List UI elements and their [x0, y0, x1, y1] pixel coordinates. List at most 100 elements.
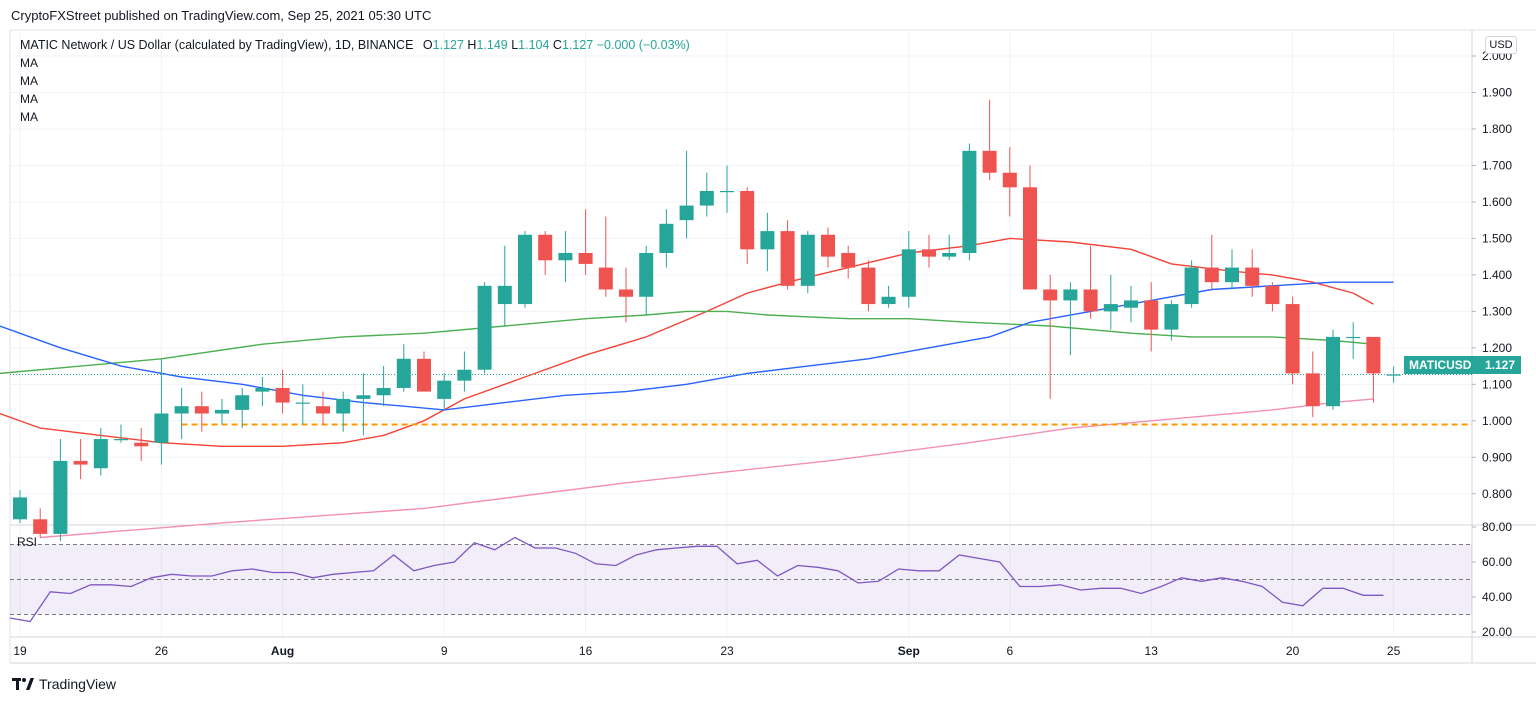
candle [881, 285, 896, 308]
legend-close-label: C [552, 38, 562, 52]
candle [215, 398, 229, 425]
candle [134, 428, 149, 461]
candle [659, 209, 674, 268]
axes [9, 29, 1536, 664]
ma-line-red [0, 237, 1374, 447]
candle-body [659, 223, 674, 253]
price-tick-label: 1.900 [1482, 85, 1512, 99]
candle [619, 267, 633, 323]
candle [1184, 260, 1199, 308]
ma-label-4[interactable]: MA [20, 110, 38, 124]
candle-body [194, 406, 209, 414]
time-tick-label: 25 [1387, 644, 1401, 658]
candle-body [1285, 304, 1300, 374]
candle [558, 231, 573, 283]
candle-body [316, 406, 330, 414]
candle [699, 172, 714, 217]
time-tick-label: 9 [441, 644, 448, 658]
candle-body [114, 439, 128, 441]
candle-body [396, 358, 411, 388]
price-tick-label: 1.200 [1482, 341, 1512, 355]
candle [356, 373, 371, 436]
candle [33, 508, 48, 538]
footer-brand[interactable]: TradingView [12, 676, 116, 692]
candle-body [1366, 336, 1381, 374]
price-tick-label: 0.900 [1482, 450, 1512, 464]
candle-body [1083, 289, 1098, 312]
price-tick-label: 1.400 [1482, 268, 1512, 282]
candle-body [821, 234, 835, 257]
currency-badge[interactable]: USD [1485, 36, 1517, 54]
price-label-value: 1.127 [1484, 358, 1515, 372]
candle-body [861, 267, 876, 305]
candle [477, 282, 492, 374]
legend-open-label: O [422, 38, 433, 52]
candle-body [477, 285, 492, 370]
candle-body [356, 395, 371, 399]
candle-body [1326, 336, 1340, 407]
legend-close-value: 1.127 [561, 38, 594, 52]
candle-body [336, 398, 351, 414]
candle [13, 490, 27, 523]
candle [821, 227, 835, 268]
candle [457, 351, 472, 392]
candle-body [760, 231, 775, 250]
candle [679, 150, 694, 239]
last-price-label: MATICUSD 1.127 [1404, 356, 1521, 374]
candle [1366, 336, 1381, 403]
candle [114, 424, 128, 443]
candle [93, 428, 108, 476]
candle [396, 344, 411, 392]
candle-body [457, 369, 472, 381]
candle [255, 377, 270, 407]
candle-body [699, 190, 714, 206]
candle-body [235, 395, 250, 410]
legend-high-value: 1.149 [476, 38, 508, 52]
candle-body [841, 252, 856, 268]
legend-open-value: 1.127 [432, 38, 464, 52]
candle-body [215, 409, 229, 414]
candle-body [437, 380, 452, 399]
candle [538, 231, 553, 275]
time-axis-labels: 19 26 Aug 9 16 23 Sep 6 13 20 25 [13, 644, 1400, 658]
rsi-tick-label: 40.00 [1482, 590, 1512, 604]
candle [376, 366, 391, 407]
candle [1002, 147, 1017, 217]
candle-body [1245, 267, 1260, 286]
candle-body [1184, 267, 1199, 305]
candle-body [174, 406, 189, 414]
candle-body [1103, 304, 1118, 312]
candle-body [1204, 267, 1219, 283]
candle [740, 187, 755, 264]
ma-label-3[interactable]: MA [20, 92, 38, 106]
candle [336, 391, 351, 432]
candle [861, 260, 876, 312]
candle-body [1023, 187, 1037, 290]
candle-body [1043, 289, 1058, 301]
candle [780, 220, 795, 290]
candle [942, 234, 957, 261]
candle-body [942, 252, 957, 257]
price-tick-label: 1.300 [1482, 304, 1512, 318]
candle [154, 358, 169, 465]
publisher-line: CryptoFXStreet published on TradingView.… [11, 8, 432, 23]
price-tick-label: 0.800 [1482, 487, 1512, 501]
candle [962, 143, 977, 261]
rsi-panel [9, 536, 1472, 623]
ma-label-2[interactable]: MA [20, 74, 38, 88]
ma-label-1[interactable]: MA [20, 56, 38, 70]
rsi-label[interactable]: RSI [17, 535, 38, 549]
candle [417, 351, 431, 392]
time-tick-label: 26 [155, 644, 169, 658]
legend-change: −0.000 (−0.03%) [596, 38, 690, 52]
candle-body [1386, 374, 1401, 376]
candle [1285, 296, 1300, 385]
candle-body [1144, 300, 1159, 330]
candle [1164, 300, 1179, 341]
candle-body [518, 234, 532, 305]
time-tick-label: 6 [1006, 644, 1013, 658]
chart-legend: MATIC Network / US Dollar (calculated by… [20, 38, 690, 52]
candle [1305, 351, 1320, 418]
candle [497, 245, 512, 326]
